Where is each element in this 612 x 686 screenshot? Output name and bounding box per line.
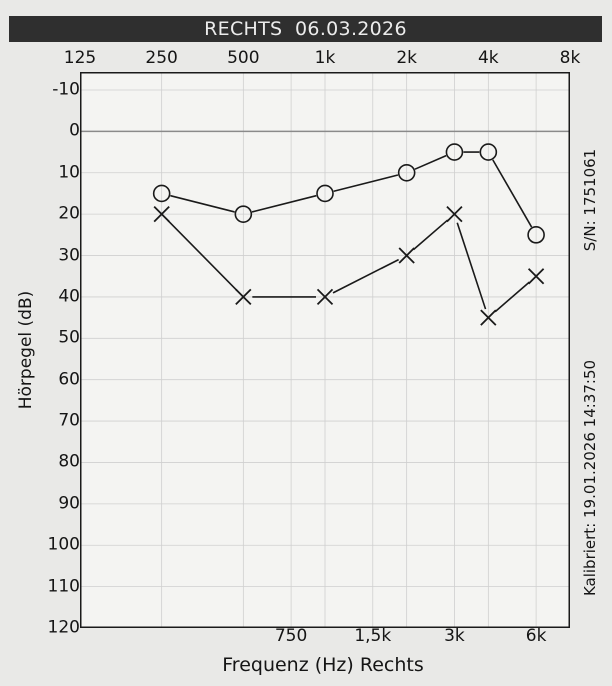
series-1-cross-point-2 [316,288,334,306]
series-0-circle-point-5 [479,143,498,161]
bottom-frequency-tick-2: 3k [444,626,465,646]
top-frequency-tick-4: 2k [396,48,417,68]
cross-stroke [480,309,497,326]
audiogram-title: RECHTS 06.03.2026 [9,16,602,42]
series-1-segment-5 [494,281,530,313]
y-tick-label-13: 120 [47,617,80,638]
bottom-frequency-tick-3: 6k [525,626,547,646]
cross-stroke [235,288,252,306]
y-tick-label-0: -10 [52,79,80,100]
series-0-circle-point-0 [152,184,171,203]
y-tick-label-6: 50 [58,327,80,348]
series-1-cross-point-4 [446,206,463,223]
y-tick-label-12: 110 [47,576,80,597]
series-0-segment-5 [492,159,533,228]
cross-stroke [446,206,463,223]
y-tick-label-11: 100 [47,534,80,555]
cross-stroke [153,206,170,223]
series-0-segment-0 [170,194,235,213]
y-tick-label-9: 80 [58,451,80,472]
series-1-segment-2 [332,258,400,294]
audiogram-title-text: RECHTS 06.03.2026 [204,18,407,40]
series-1-segment-4 [456,222,487,310]
y-tick-label-4: 30 [58,245,80,266]
series-0-segment-1 [251,194,317,213]
top-frequency-tick-2: 500 [227,48,260,68]
series-1-segment-0 [167,219,238,292]
series-0-circle-point-3 [397,163,416,182]
bottom-frequency-tick-1: 1,5k [354,626,392,646]
top-frequency-tick-3: 1k [314,48,336,68]
serial-number-label: S/N: 1751061 [581,148,599,252]
series-0-circle-point-1 [234,205,253,223]
series-0-circle-point-2 [316,184,334,203]
series-0-segment-3 [414,154,447,170]
calibration-date-label: Kalibriert: 19.01.2026 14:37:50 [581,359,599,597]
y-tick-label-5: 40 [58,286,80,307]
bottom-frequency-tick-0: 750 [274,626,308,646]
series-1-cross-point-3 [398,247,415,264]
top-frequency-tick-5: 4k [477,48,499,68]
y-tick-label-7: 60 [58,369,80,390]
x-axis-label: Frequenz (Hz) Rechts [222,654,424,676]
y-tick-label-3: 20 [58,203,80,224]
cross-stroke [316,288,334,306]
top-frequency-tick-1: 250 [145,48,178,68]
top-frequency-tick-0: 125 [63,48,97,68]
cross-stroke [398,247,415,264]
y-tick-label-2: 10 [58,162,80,183]
y-tick-label-8: 70 [58,410,80,431]
audiogram-plot-area [80,72,570,628]
series-1-cross-point-5 [480,309,497,326]
series-1-cross-point-6 [527,268,545,285]
series-0-circle-point-6 [527,226,545,244]
series-0-circle-point-4 [445,143,464,161]
series-0-segment-2 [333,174,399,193]
series-1-cross-point-1 [235,288,252,306]
top-frequency-tick-6: 8k [559,48,581,68]
cross-stroke [527,268,545,285]
plot-frame [80,72,570,628]
y-tick-label-10: 90 [58,493,80,514]
y-axis-label: Hörpegel (dB) [16,290,36,410]
series-1-segment-3 [412,219,449,251]
y-tick-label-1: 0 [69,120,80,141]
series-1-cross-point-0 [153,206,170,223]
audiogram-chart [80,72,570,628]
